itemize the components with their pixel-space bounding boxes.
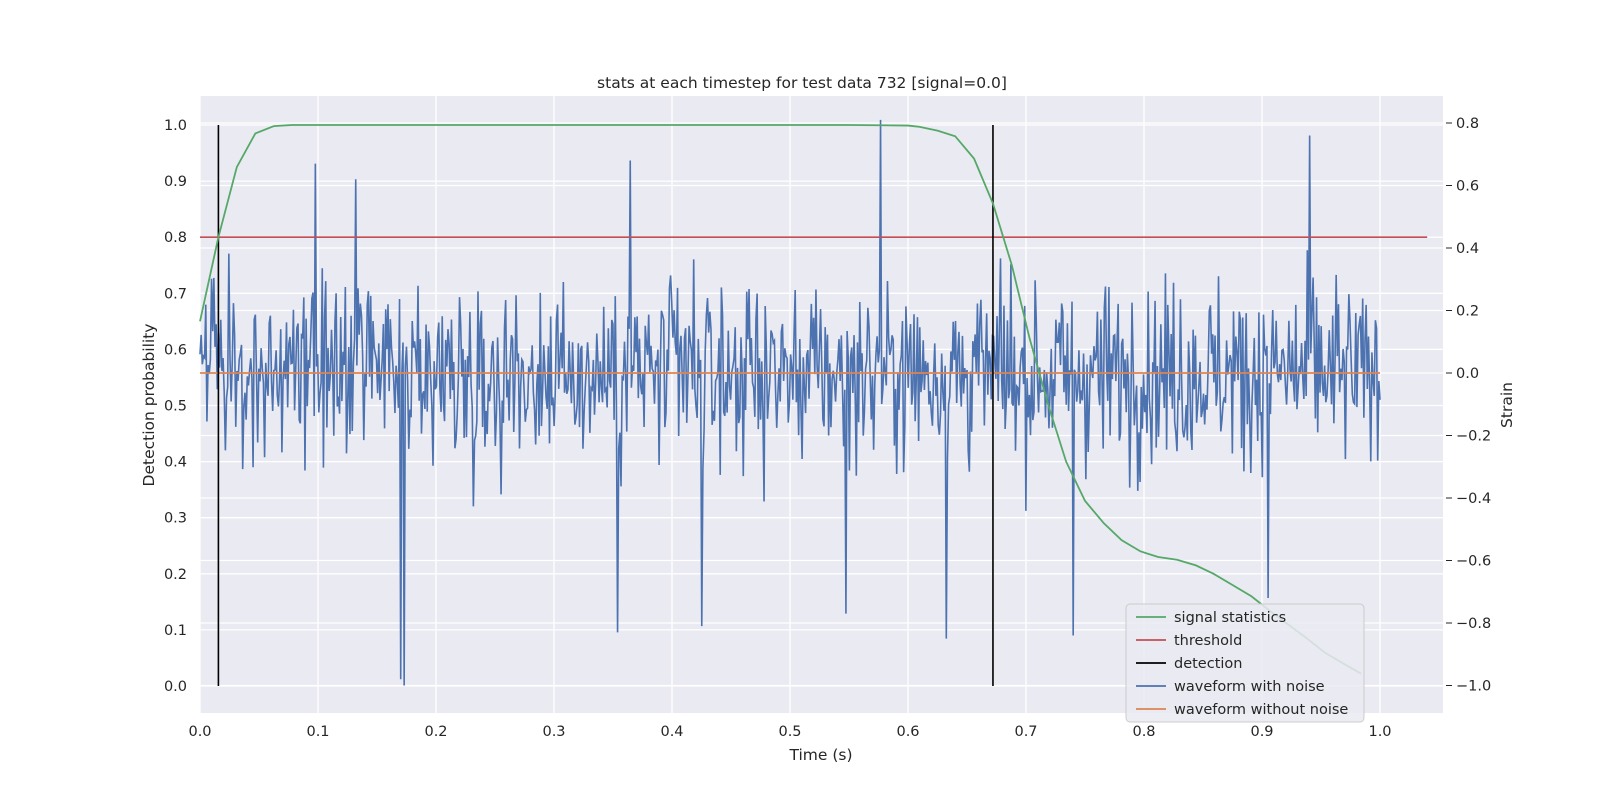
y2-tick-label: −0.8 [1456, 616, 1491, 632]
y2-tick-label: −0.6 [1456, 554, 1491, 570]
y-tick-label: 0.1 [164, 623, 187, 639]
x-tick-label: 0.8 [1132, 724, 1155, 740]
y2-tick-label: 0.2 [1456, 304, 1479, 320]
y-axis-ticks: 0.0 0.1 0.2 0.3 0.4 0.5 0.6 0.7 0.8 0.9 1.0 [164, 118, 187, 695]
y2-tick-label: 0.6 [1456, 179, 1479, 195]
y-tick-label: 0.9 [164, 174, 187, 190]
y-tick-label: 0.0 [164, 679, 187, 695]
y2-tick-label: 0.0 [1456, 366, 1479, 382]
y-tick-label: 1.0 [164, 118, 187, 134]
legend-label: threshold [1174, 633, 1242, 649]
x-tick-label: 0.4 [660, 724, 683, 740]
x-tick-label: 0.3 [542, 724, 565, 740]
x-tick-label: 0.9 [1250, 724, 1273, 740]
y-axis-label: Detection probability [140, 324, 158, 487]
x-axis-ticks: 0.0 0.1 0.2 0.3 0.4 0.5 0.6 0.7 0.8 0.9 1.0 [188, 724, 1391, 740]
y-tick-label: 0.5 [164, 399, 187, 415]
x-tick-label: 0.2 [424, 724, 447, 740]
y-tick-label: 0.8 [164, 230, 187, 246]
chart-title: stats at each timestep for test data 732… [597, 74, 1007, 92]
x-tick-label: 0.5 [778, 724, 801, 740]
series-signal-statistics [199, 124, 1362, 675]
y-tick-label: 0.2 [164, 567, 187, 583]
x-tick-label: 0.6 [896, 724, 919, 740]
y-tick-label: 0.6 [164, 342, 187, 358]
y-tick-label: 0.7 [164, 286, 187, 302]
legend-label: detection [1174, 656, 1242, 672]
legend: signal statistics threshold detection wavef… [1125, 603, 1365, 723]
y-tick-label: 0.4 [164, 455, 187, 471]
y2-tick-label: −0.4 [1456, 491, 1491, 507]
legend-label: signal statistics [1174, 610, 1286, 626]
x-axis-label: Time (s) [788, 746, 852, 764]
y2-tick-label: 0.4 [1456, 241, 1479, 257]
y-tick-label: 0.3 [164, 511, 187, 527]
x-tick-label: 0.1 [306, 724, 329, 740]
legend-label: waveform without noise [1174, 702, 1348, 718]
x-tick-label: 0.7 [1014, 724, 1037, 740]
y2-tick-label: 0.8 [1456, 116, 1479, 132]
y2-axis-ticks: −1.0 −0.8 −0.6 −0.4 −0.2 0.0 0.2 0.4 0.6 0.8 [1446, 116, 1491, 695]
series-layer [199, 119, 1428, 686]
x-tick-label: 1.0 [1368, 724, 1391, 740]
legend-frame [1125, 603, 1365, 723]
y2-tick-label: −1.0 [1456, 679, 1491, 695]
x-tick-label: 0.0 [188, 724, 211, 740]
y2-axis-label: Strain [1498, 382, 1516, 428]
legend-label: waveform with noise [1174, 679, 1325, 695]
y2-tick-label: −0.2 [1456, 429, 1491, 445]
